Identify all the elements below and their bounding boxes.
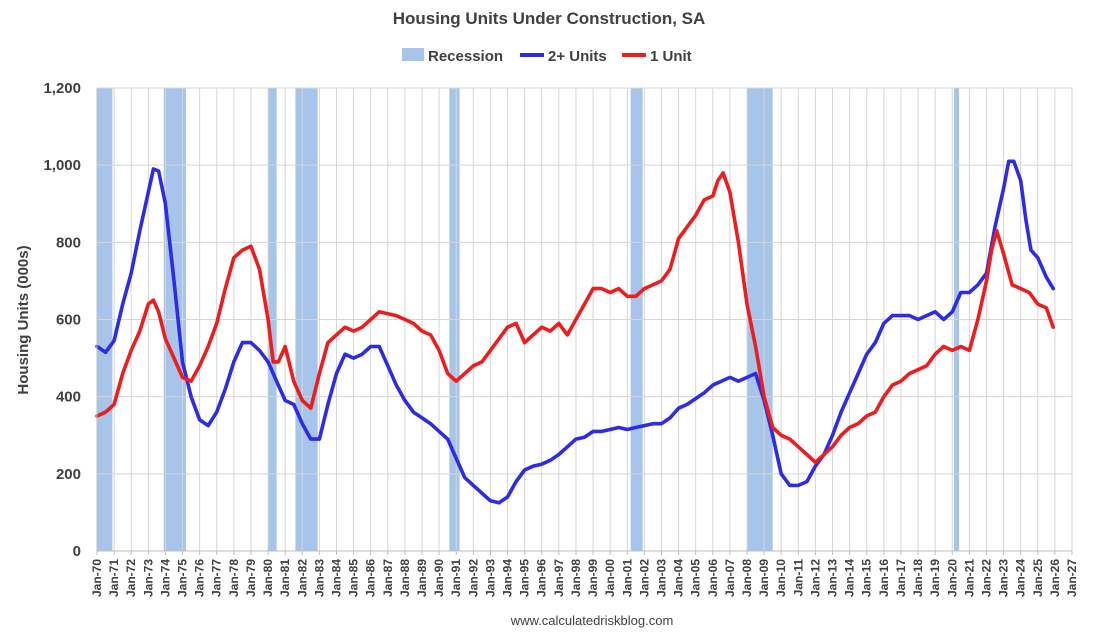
- x-tick-label: Jan-82: [295, 559, 309, 597]
- series-line-1-unit: [95, 171, 1055, 465]
- y-tick-label: 1,000: [43, 157, 81, 174]
- y-tick-label: 400: [56, 389, 81, 406]
- x-tick-label: Jan-25: [1031, 559, 1045, 597]
- x-tick-label: Jan-17: [894, 559, 908, 597]
- y-tick-labels: 0 200 400 600 800 1,000 1,200: [43, 80, 81, 560]
- x-tick-labels: Jan-70 Jan-71 Jan-72 Jan-73 Jan-74 Jan-75 Jan-…: [90, 551, 1079, 597]
- series-line-2-units: [95, 159, 1055, 505]
- legend: Recession 2+ Units 1 Unit: [402, 48, 692, 65]
- axes: [96, 88, 1072, 552]
- x-tick-label: Jan-73: [141, 559, 155, 597]
- x-tick-label: Jan-96: [535, 559, 549, 597]
- x-tick-label: Jan-20: [945, 559, 959, 597]
- legend-label: 2+ Units: [548, 48, 607, 65]
- x-tick-label: Jan-19: [928, 559, 942, 597]
- x-tick-label: Jan-15: [860, 559, 874, 597]
- x-tick-label: Jan-09: [757, 559, 771, 597]
- x-tick-label: Jan-21: [962, 559, 976, 597]
- x-tick-label: Jan-89: [415, 559, 429, 597]
- x-tick-label: Jan-26: [1048, 559, 1062, 597]
- chart-title: Housing Units Under Construction, SA: [393, 9, 706, 28]
- y-tick-label: 600: [56, 312, 81, 329]
- x-tick-label: Jan-01: [620, 559, 634, 597]
- x-tick-label: Jan-85: [347, 559, 361, 597]
- legend-swatch-recession: [402, 48, 424, 61]
- x-tick-label: Jan-74: [158, 559, 172, 597]
- x-tick-label: Jan-23: [997, 559, 1011, 597]
- x-tick-label: Jan-14: [843, 559, 857, 597]
- x-tick-label: Jan-91: [449, 559, 463, 597]
- x-tick-label: Jan-10: [774, 559, 788, 597]
- x-tick-label: Jan-79: [244, 559, 258, 597]
- y-tick-label: 200: [56, 466, 81, 483]
- y-tick-label: 0: [73, 543, 81, 560]
- x-tick-label: Jan-95: [518, 559, 532, 597]
- y-tick-label: 800: [56, 234, 81, 251]
- x-tick-label: Jan-78: [227, 559, 241, 597]
- x-tick-label: Jan-27: [1065, 559, 1079, 597]
- x-tick-label: Jan-24: [1014, 559, 1028, 597]
- x-tick-label: Jan-00: [603, 559, 617, 597]
- x-tick-label: Jan-11: [791, 559, 805, 597]
- x-tick-label: Jan-05: [689, 559, 703, 597]
- x-tick-label: Jan-77: [210, 559, 224, 597]
- y-axis-label: Housing Units (000s): [15, 245, 32, 394]
- x-tick-label: Jan-06: [706, 559, 720, 597]
- x-tick-label: Jan-99: [586, 559, 600, 597]
- x-tick-label: Jan-80: [261, 559, 275, 597]
- y-tick-label: 1,200: [43, 80, 81, 97]
- x-tick-label: Jan-93: [483, 559, 497, 597]
- source-credit: www.calculatedriskblog.com: [510, 613, 674, 628]
- x-tick-label: Jan-88: [398, 559, 412, 597]
- x-tick-label: Jan-02: [637, 559, 651, 597]
- x-tick-label: Jan-70: [90, 559, 104, 597]
- x-tick-label: Jan-76: [193, 559, 207, 597]
- legend-label: 1 Unit: [650, 48, 692, 65]
- x-tick-label: Jan-87: [381, 559, 395, 597]
- horizontal-gridlines: [97, 87, 1072, 475]
- x-tick-label: Jan-83: [312, 559, 326, 597]
- x-tick-label: Jan-08: [740, 559, 754, 597]
- x-tick-label: Jan-90: [432, 559, 446, 597]
- x-tick-label: Jan-22: [979, 559, 993, 597]
- x-tick-label: Jan-72: [124, 559, 138, 597]
- x-tick-label: Jan-18: [911, 559, 925, 597]
- x-tick-label: Jan-98: [569, 559, 583, 597]
- x-tick-label: Jan-86: [364, 559, 378, 597]
- x-tick-label: Jan-16: [877, 559, 891, 597]
- x-tick-label: Jan-12: [808, 559, 822, 597]
- x-tick-label: Jan-81: [278, 559, 292, 597]
- x-tick-label: Jan-97: [552, 559, 566, 597]
- x-tick-label: Jan-71: [107, 559, 121, 597]
- x-tick-label: Jan-94: [501, 559, 515, 597]
- series-lines: [95, 159, 1055, 505]
- x-tick-label: Jan-84: [329, 559, 343, 597]
- x-tick-label: Jan-75: [176, 559, 190, 597]
- x-tick-label: Jan-03: [654, 559, 668, 597]
- x-tick-label: Jan-04: [672, 559, 686, 597]
- x-tick-label: Jan-92: [466, 559, 480, 597]
- x-tick-label: Jan-13: [826, 559, 840, 597]
- legend-label: Recession: [428, 48, 503, 65]
- x-tick-label: Jan-07: [723, 559, 737, 597]
